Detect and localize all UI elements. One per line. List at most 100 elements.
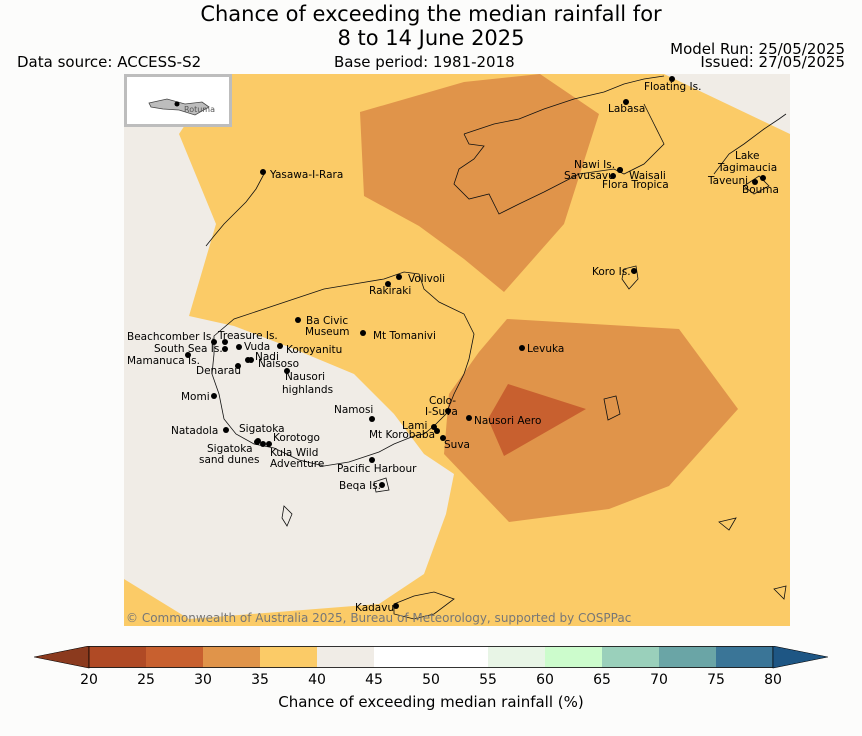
- map-title: Chance of exceeding the median rainfall …: [0, 2, 862, 50]
- colorbar-segment: [203, 646, 260, 668]
- vanua-levu-coast: [453, 75, 665, 215]
- place-dot: [295, 317, 301, 323]
- place-dot: [393, 603, 399, 609]
- beqa-coast: [373, 477, 390, 493]
- colorbar-segment: [374, 646, 431, 668]
- place-dot: [760, 175, 766, 181]
- place-label: highlands: [282, 384, 334, 396]
- place-label: Nausori: [285, 371, 326, 383]
- colorbar-tick-label: 80: [764, 672, 782, 688]
- place-label: Nadi: [255, 351, 279, 363]
- place-label: Treasure Is.: [218, 330, 278, 342]
- colorbar-segment: [716, 646, 773, 668]
- place-label: Tagimaucia: [718, 162, 778, 174]
- colorbar-tick-label: 20: [80, 672, 98, 688]
- ovalau-coast: [603, 395, 621, 421]
- place-dot: [211, 393, 217, 399]
- colorbar-segment: [89, 646, 146, 668]
- colorbar-tick-label: 70: [650, 672, 668, 688]
- place-dot: [623, 99, 629, 105]
- place-label: Vuda: [244, 341, 271, 353]
- place-label: Rakiraki: [369, 285, 412, 297]
- colorbar-segment: [260, 646, 317, 668]
- place-dot: [223, 427, 229, 433]
- yasawa-coast: [205, 173, 265, 247]
- title-line-2: 8 to 14 June 2025: [337, 26, 525, 50]
- place-label: I-Suva: [425, 406, 458, 418]
- place-label: Yasawa-I-Rara: [270, 169, 344, 181]
- colorbar-tick-label: 50: [422, 672, 440, 688]
- place-label: Colo-: [429, 395, 457, 407]
- place-dot: [396, 274, 402, 280]
- rainfall-map: Rotuma Floating Is. Labasa Yasawa-I-Rara Na…: [124, 74, 790, 626]
- colorbar-tick-label: 55: [479, 672, 497, 688]
- colorbar-segment: [431, 646, 488, 668]
- place-dot: [222, 339, 228, 345]
- base-period-label: Base period: 1981-2018: [334, 53, 515, 71]
- place-label: South Sea Is.: [154, 343, 223, 355]
- place-label: Natadola: [171, 425, 219, 437]
- data-source-label: Data source: ACCESS-S2: [17, 53, 202, 71]
- place-dot: [284, 368, 290, 374]
- place-label: Museum: [305, 326, 350, 338]
- place-label: sand dunes: [199, 454, 260, 466]
- place-label: Mt Korobaba: [369, 429, 436, 441]
- place-label: Sigatoka: [207, 443, 253, 455]
- place-dot: [260, 441, 266, 447]
- colorbar-tick-label: 60: [536, 672, 554, 688]
- koro-coast: [621, 265, 639, 290]
- region-25-30: [488, 384, 586, 456]
- place-dot: [185, 352, 191, 358]
- colorbar-tick-label: 25: [137, 672, 155, 688]
- place-label: Koroyanitu: [286, 344, 343, 356]
- place-label: Adventure: [270, 458, 325, 470]
- colorbar-tick-label: 35: [251, 672, 269, 688]
- place-dot: [431, 424, 437, 430]
- place-label: Mt Tomanivi: [373, 330, 436, 342]
- place-label: Flora Tropica: [602, 179, 669, 191]
- place-dot: [211, 339, 217, 345]
- place-label: Savusavu: [564, 170, 615, 182]
- colorbar-under-arrow: [34, 646, 90, 669]
- place-label: Waisali: [629, 170, 666, 182]
- region-30-35-south: [444, 319, 738, 522]
- colorbar-label: Chance of exceeding median rainfall (%): [278, 693, 584, 711]
- place-label: Ba Civic: [306, 315, 349, 327]
- place-dot: [752, 179, 758, 185]
- place-dot: [617, 167, 623, 173]
- place-dot: [369, 457, 375, 463]
- rotuma-label: Rotuma: [184, 105, 215, 114]
- kadavu-coast: [393, 591, 455, 620]
- issued-label: Issued: 27/05/2025: [700, 53, 845, 71]
- place-label: Koro Is.: [592, 266, 631, 278]
- place-dot: [236, 344, 242, 350]
- colorbar-tick-label: 45: [365, 672, 383, 688]
- colorbar-segment: [659, 646, 716, 668]
- place-label: Kula Wild: [270, 447, 319, 459]
- rotuma-inset: Rotuma: [124, 74, 232, 127]
- place-label: Volivoli: [408, 273, 446, 285]
- copyright-credit: © Commonwealth of Australia 2025, Bureau…: [126, 611, 632, 625]
- place-dot: [235, 363, 241, 369]
- place-label: Naisoso: [258, 358, 299, 370]
- colorbar-segment: [146, 646, 203, 668]
- place-label: Sigatoka: [239, 423, 285, 435]
- place-label: Taveuni: [708, 175, 749, 187]
- place-dot: [434, 428, 440, 434]
- southern-islets: [281, 505, 787, 600]
- place-label: Momi: [181, 391, 210, 403]
- colorbar-tick-label: 65: [593, 672, 611, 688]
- colorbar-tick-label: 40: [308, 672, 326, 688]
- place-dot: [260, 169, 266, 175]
- title-line-1: Chance of exceeding the median rainfall …: [200, 2, 662, 26]
- colorbar-segment: [317, 646, 374, 668]
- place-dot: [519, 345, 525, 351]
- colorbar: [34, 646, 828, 669]
- place-dot: [445, 408, 451, 414]
- place-label: Lami: [402, 420, 428, 432]
- place-dot: [248, 357, 254, 363]
- place-dot: [669, 76, 675, 82]
- place-dot: [277, 343, 283, 349]
- place-label: Namosi: [334, 404, 374, 416]
- place-label: Mamanuca Is.: [127, 355, 200, 367]
